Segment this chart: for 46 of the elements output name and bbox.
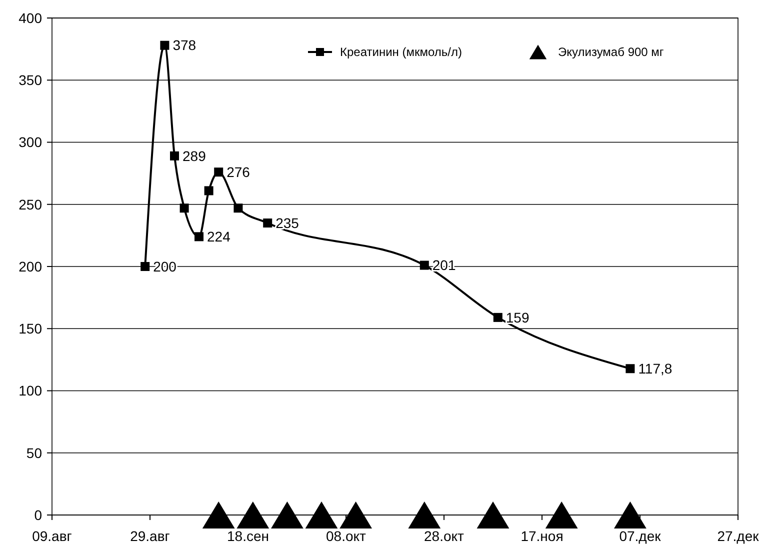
y-tick-label: 200 xyxy=(18,258,42,274)
point xyxy=(194,232,204,242)
point xyxy=(408,502,441,528)
point xyxy=(420,260,429,270)
point xyxy=(305,502,338,528)
y-tick-label: 50 xyxy=(26,444,42,461)
point xyxy=(170,151,179,160)
point xyxy=(263,218,272,228)
point xyxy=(545,502,578,528)
data-label: 159 xyxy=(506,309,530,326)
point xyxy=(614,502,646,528)
x-tick-label: 18.сен xyxy=(227,528,269,544)
point xyxy=(340,502,372,528)
legend-label: Креатинин (мкмоль/л) xyxy=(340,45,462,60)
y-tick-label: 150 xyxy=(18,320,42,337)
point xyxy=(236,502,270,528)
y-tick-label: 300 xyxy=(18,134,42,150)
data-label: 289 xyxy=(182,148,206,164)
data-label: 276 xyxy=(226,164,250,180)
x-tick-label: 29.авг xyxy=(130,528,170,544)
data-label: 117,8 xyxy=(638,360,672,377)
x-tick-label: 28.окт xyxy=(424,528,465,544)
legend-label: Экулизумаб 900 мг xyxy=(558,45,664,60)
x-tick-label: 17.ноя xyxy=(520,528,564,544)
point xyxy=(214,168,224,177)
y-tick-label: 100 xyxy=(18,382,42,399)
point xyxy=(476,502,510,528)
data-label: 224 xyxy=(207,228,231,245)
y-tick-label: 350 xyxy=(18,72,42,88)
point xyxy=(626,364,635,374)
point xyxy=(202,502,235,528)
point xyxy=(140,262,150,271)
x-tick-label: 27.дек xyxy=(717,528,760,544)
point xyxy=(493,312,502,322)
x-tick-label: 09.авг xyxy=(32,528,72,544)
data-label: 378 xyxy=(172,37,196,54)
point xyxy=(180,204,189,213)
point xyxy=(234,204,243,213)
y-tick-label: 0 xyxy=(34,506,42,523)
y-tick-label: 400 xyxy=(18,10,42,26)
y-tick-label: 250 xyxy=(18,196,42,212)
point xyxy=(204,186,214,196)
point xyxy=(160,40,170,50)
x-tick-label: 07.дек xyxy=(619,528,662,544)
point xyxy=(271,502,304,528)
x-tick-label: 08.окт xyxy=(326,528,367,544)
